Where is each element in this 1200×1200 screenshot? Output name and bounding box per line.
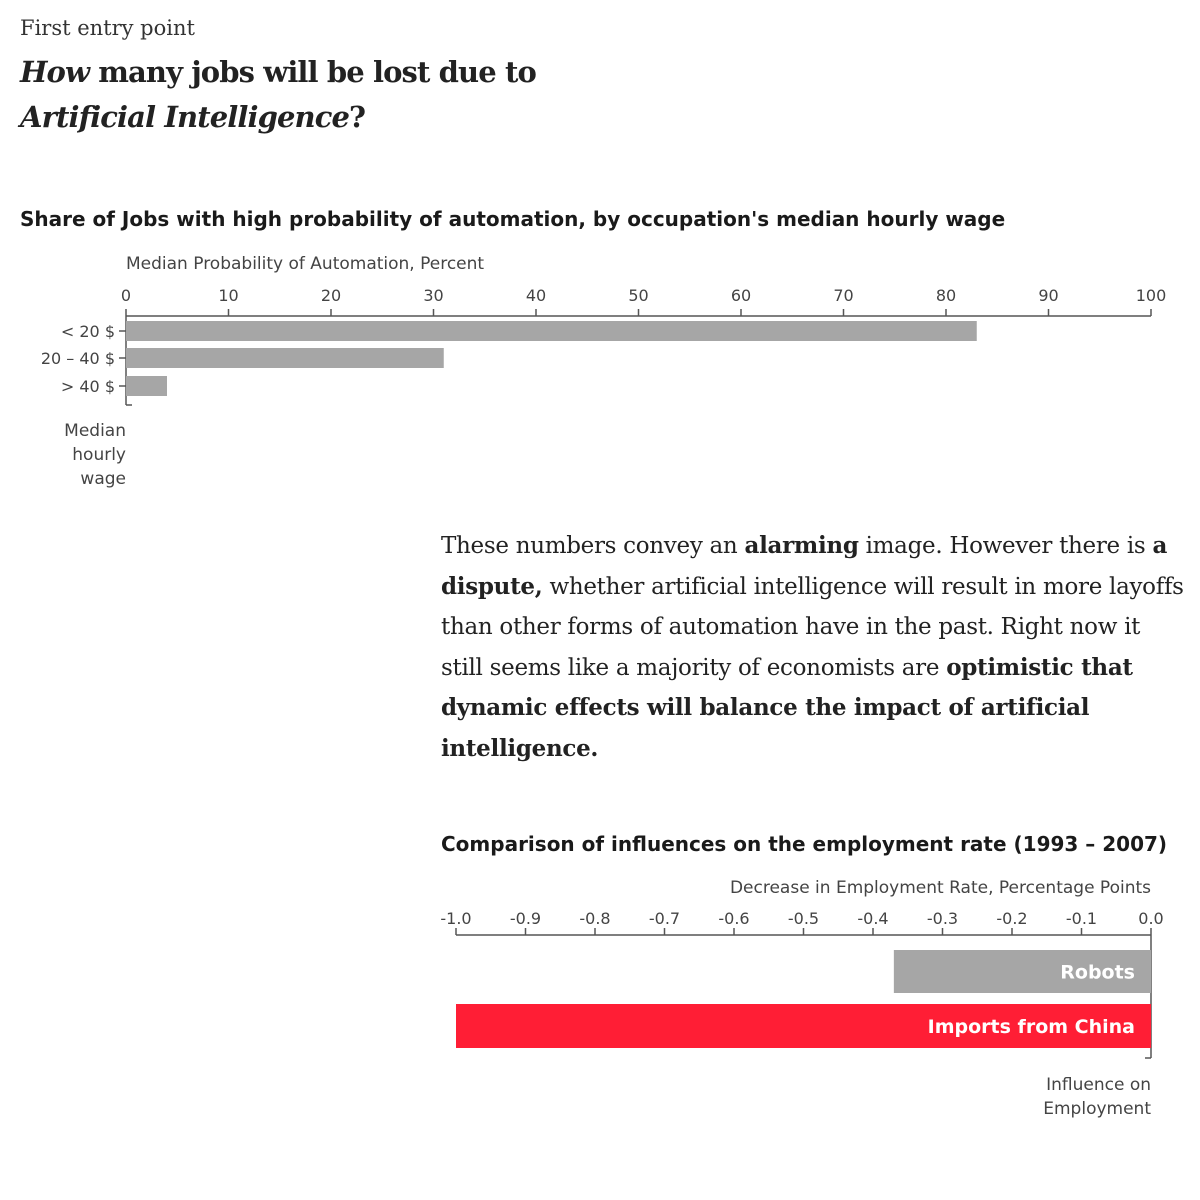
chart2-x-tick-label: -0.7: [649, 909, 680, 928]
chart1-category-label: > 40 $: [61, 377, 115, 396]
chart2-x-tick-label: -0.4: [857, 909, 888, 928]
kicker: First entry point: [20, 16, 195, 40]
chart1-category-label: < 20 $: [61, 322, 115, 341]
para-bold-3: optimistic that dynamic effects will bal…: [441, 653, 1133, 762]
chart1-x-tick-label: 50: [628, 286, 648, 305]
chart2-bar: [456, 1004, 1151, 1048]
chart1-title: Share of Jobs with high probability of a…: [20, 207, 1006, 231]
chart2-ylabel-line: Employment: [1043, 1099, 1151, 1119]
chart1-x-tick-label: 60: [731, 286, 751, 305]
chart1-x-tick-label: 70: [833, 286, 853, 305]
chart2-x-tick-label: 0.0: [1138, 909, 1163, 928]
chart1-x-tick-label: 10: [218, 286, 238, 305]
chart2-bar-label: Imports from China: [928, 1016, 1135, 1038]
chart2-xlabel: Decrease in Employment Rate, Percentage …: [730, 878, 1151, 898]
chart2-bar-label: Robots: [1060, 962, 1135, 984]
chart1-category-label: 20 – 40 $: [41, 349, 115, 368]
chart1-x-tick-label: 90: [1038, 286, 1058, 305]
chart1-x-tick-label: 100: [1136, 286, 1167, 305]
chart1-ylabel-line: hourly: [72, 445, 126, 465]
para-bold-1: alarming: [744, 532, 859, 559]
headline-italic-1: How: [20, 55, 90, 89]
chart1-x-tick-label: 20: [321, 286, 341, 305]
chart1-bar: [126, 348, 444, 368]
chart1-ylabel-line: Median: [64, 421, 126, 441]
headline: How many jobs will be lost due to Artifi…: [20, 50, 580, 140]
para-text-1: These numbers convey an: [441, 533, 745, 559]
chart2-x-tick-label: -0.2: [996, 909, 1027, 928]
chart2-x-tick-label: -0.5: [788, 909, 819, 928]
chart2-bar: [893, 950, 1151, 993]
para-bold-2: a dispute,: [441, 532, 1168, 600]
chart1-bar: [126, 376, 167, 396]
chart1-xlabel: Median Probability of Automation, Percen…: [126, 254, 484, 274]
chart2-x-tick-label: -1.0: [440, 909, 471, 928]
chart1-bar: [126, 321, 977, 341]
chart1-x-tick-label: 0: [121, 286, 131, 305]
chart2-ylabel-line: Influence on: [1046, 1075, 1151, 1095]
chart1-x-tick-label: 80: [936, 286, 956, 305]
chart1-ylabel-line: wage: [80, 469, 126, 489]
chart2-title: Comparison of influences on the employme…: [441, 832, 1168, 856]
headline-rest-1: many jobs will be lost due to: [89, 55, 537, 89]
headline-italic-2: Artificial Intelligence: [20, 100, 350, 134]
headline-rest-2: ?: [349, 100, 366, 134]
chart2-x-tick-label: -0.6: [718, 909, 749, 928]
chart2-x-tick-label: -0.8: [579, 909, 610, 928]
chart1-x-tick-label: 40: [526, 286, 546, 305]
chart1-x-tick-label: 30: [423, 286, 443, 305]
chart2-x-tick-label: -0.9: [510, 909, 541, 928]
para-text-2: image. However there is: [858, 533, 1153, 559]
para-text-3: whether artificial intelligence will res…: [441, 573, 1184, 681]
chart2-x-tick-label: -0.1: [1066, 909, 1097, 928]
body-paragraph: These numbers convey an alarming image. …: [441, 526, 1186, 769]
chart2-x-tick-label: -0.3: [927, 909, 958, 928]
